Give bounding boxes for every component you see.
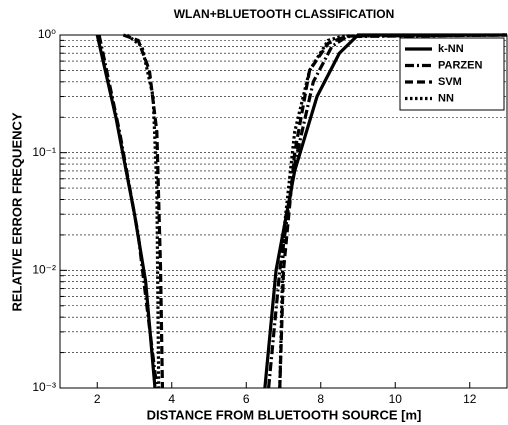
y-tick-label: 10⁻³ <box>32 380 56 394</box>
y-tick-label: 10⁻¹ <box>32 145 56 159</box>
x-tick-label: 2 <box>94 392 101 406</box>
legend-label: NN <box>438 92 454 104</box>
plot-frame <box>59 34 508 389</box>
x-axis-label: DISTANCE FROM BLUETOOTH SOURCE [m] <box>147 407 422 422</box>
x-tick-label: 4 <box>168 392 175 406</box>
legend-label: k-NN <box>438 43 464 55</box>
y-axis-label: RELATIVE ERROR FREQUENCY <box>9 112 24 311</box>
series-line <box>126 33 508 389</box>
chart-title: WLAN+BLUETOOTH CLASSIFICATION <box>174 7 395 21</box>
legend-label: PARZEN <box>438 59 482 71</box>
x-tick-label: 6 <box>243 392 250 406</box>
x-tick-label: 10 <box>389 392 403 406</box>
y-tick-label: 10⁰ <box>38 27 56 41</box>
x-tick-label: 12 <box>463 392 477 406</box>
legend-label: SVM <box>438 76 462 88</box>
y-tick-label: 10⁻² <box>32 263 56 277</box>
series-line <box>97 33 508 389</box>
x-tick-label: 8 <box>317 392 324 406</box>
